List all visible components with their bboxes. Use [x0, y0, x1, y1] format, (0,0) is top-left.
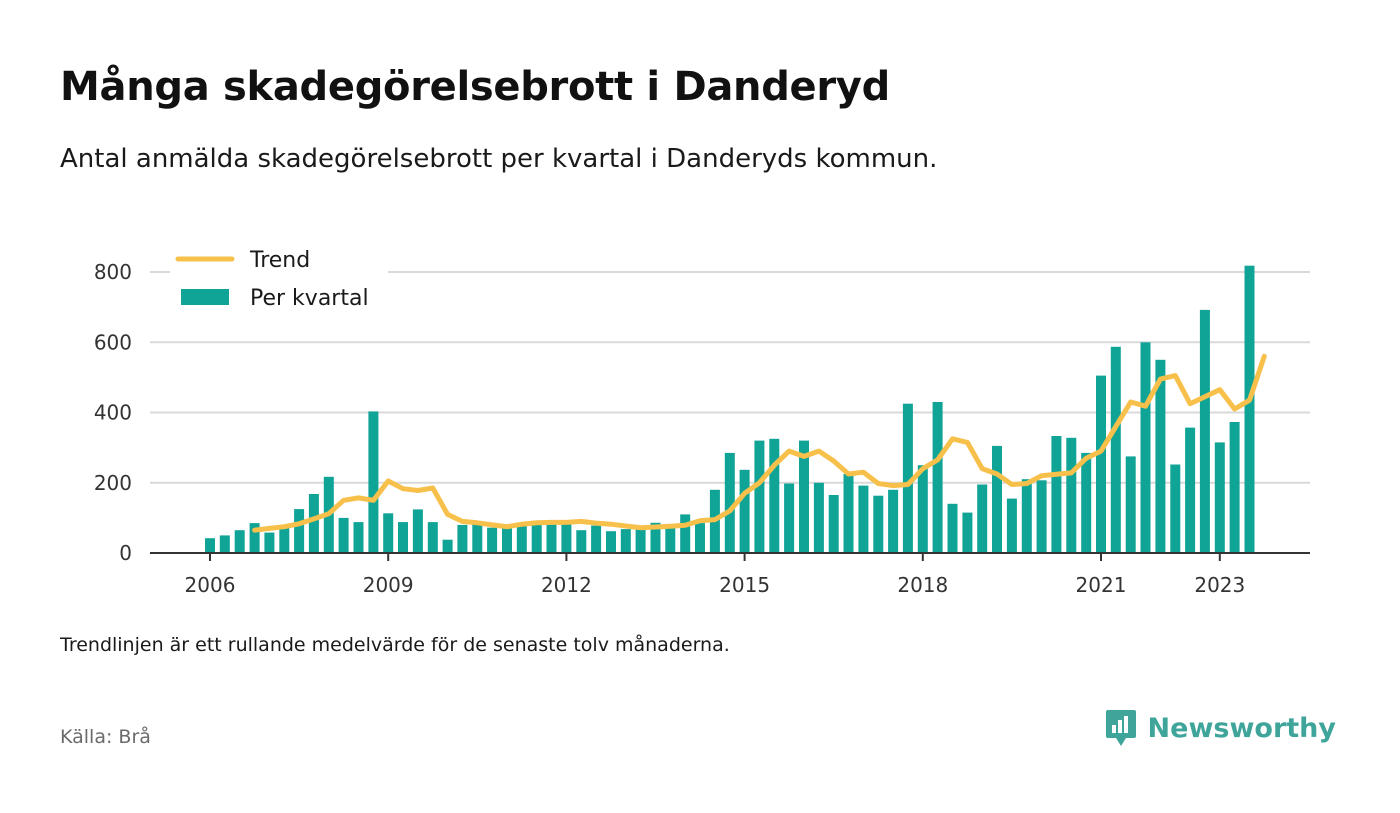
- bar: [264, 532, 275, 553]
- bar: [457, 524, 468, 553]
- bar: [680, 514, 691, 553]
- y-tick-label: 600: [94, 330, 132, 354]
- chart: 0 200 400 600 800 2006 2009 2012 2015 2018 2021 202…: [94, 240, 1310, 597]
- trend-line: [252, 353, 1267, 533]
- bar: [1006, 498, 1017, 553]
- bar: [442, 539, 453, 553]
- x-tick-label: 2015: [719, 573, 770, 597]
- bar: [591, 525, 602, 553]
- bar: [739, 469, 750, 553]
- bar: [531, 523, 542, 553]
- bar: [1021, 479, 1032, 553]
- bar: [828, 495, 839, 553]
- bar: [1244, 265, 1255, 553]
- bar: [1155, 359, 1166, 553]
- bar: [977, 484, 988, 553]
- chart-subtitle: Antal anmälda skadegörelsebrott per kvar…: [60, 144, 938, 174]
- bar: [665, 524, 676, 553]
- bar: [398, 522, 408, 553]
- bar: [338, 517, 349, 553]
- x-tick-label: 2009: [363, 573, 414, 597]
- bar: [606, 531, 616, 553]
- brand[interactable]: Newsworthy: [1104, 708, 1336, 748]
- bar-series-per-kvartal: [205, 265, 1255, 554]
- bar: [219, 535, 230, 553]
- bar: [695, 523, 705, 553]
- bar: [308, 494, 319, 553]
- bar: [799, 440, 809, 553]
- bar: [1066, 437, 1077, 553]
- bar: [472, 522, 483, 553]
- bar: [205, 538, 215, 553]
- bar: [234, 530, 245, 553]
- footnote: Trendlinjen är ett rullande medelvärde f…: [60, 634, 730, 656]
- bar: [902, 403, 913, 553]
- bar: [650, 522, 661, 553]
- bar: [1199, 309, 1210, 553]
- bar: [1036, 480, 1047, 553]
- y-tick-label: 800: [94, 260, 132, 284]
- bar: [279, 527, 290, 553]
- bar: [1051, 436, 1062, 553]
- newsworthy-chart-bubble-icon: [1105, 710, 1136, 746]
- x-tick-label: 2006: [185, 573, 236, 597]
- brand-name: Newsworthy: [1147, 712, 1336, 744]
- bar: [843, 474, 854, 553]
- bar: [962, 512, 973, 553]
- bar: [1229, 422, 1240, 553]
- bar: [813, 482, 824, 554]
- legend-trend-label: Trend: [249, 248, 310, 273]
- x-tick-label: 2018: [897, 573, 948, 597]
- bar: [888, 489, 899, 553]
- bar: [383, 513, 394, 553]
- bar: [754, 440, 765, 553]
- y-tick-label: 400: [94, 401, 132, 425]
- bar: [1125, 456, 1136, 553]
- bar: [427, 522, 438, 553]
- legend-background: [170, 240, 388, 326]
- bar: [1110, 346, 1121, 553]
- bar: [561, 523, 572, 553]
- bar: [620, 529, 631, 553]
- bar: [917, 465, 928, 553]
- bar: [1081, 452, 1092, 553]
- x-tick-label: 2021: [1076, 573, 1127, 597]
- bar: [1170, 464, 1181, 553]
- bar: [858, 485, 869, 553]
- source-label: Källa: Brå: [60, 726, 151, 748]
- legend-bar-label: Per kvartal: [250, 286, 369, 311]
- bar: [516, 524, 527, 553]
- bar: [1140, 342, 1151, 554]
- bar: [412, 509, 423, 553]
- bar: [487, 527, 498, 553]
- chart-title: Många skadegörelsebrott i Danderyd: [60, 64, 890, 110]
- line-series-trend: [252, 353, 1267, 533]
- bar: [947, 503, 958, 553]
- bar: [576, 530, 587, 553]
- bar: [353, 522, 364, 553]
- bar: [635, 527, 646, 553]
- bar: [784, 483, 795, 553]
- bar: [249, 523, 260, 553]
- bar: [932, 402, 943, 553]
- bar: [1185, 427, 1196, 553]
- x-tick-label: 2012: [541, 573, 592, 597]
- bar: [1096, 375, 1106, 553]
- axes: 0 200 400 600 800 2006 2009 2012 2015 2018 2021 202…: [94, 260, 1310, 597]
- bar: [1214, 442, 1225, 553]
- y-tick-label: 0: [119, 541, 132, 565]
- legend-bar-swatch: [181, 289, 229, 305]
- bar: [724, 452, 735, 553]
- bar: [502, 528, 512, 553]
- bar: [368, 411, 379, 553]
- bar: [873, 495, 884, 553]
- bar: [769, 438, 780, 553]
- x-tick-label: 2023: [1194, 573, 1245, 597]
- y-tick-label: 200: [94, 471, 132, 495]
- legend: Trend Per kvartal: [170, 240, 388, 326]
- bar: [546, 522, 557, 553]
- bar: [294, 509, 305, 553]
- bar: [992, 445, 1002, 553]
